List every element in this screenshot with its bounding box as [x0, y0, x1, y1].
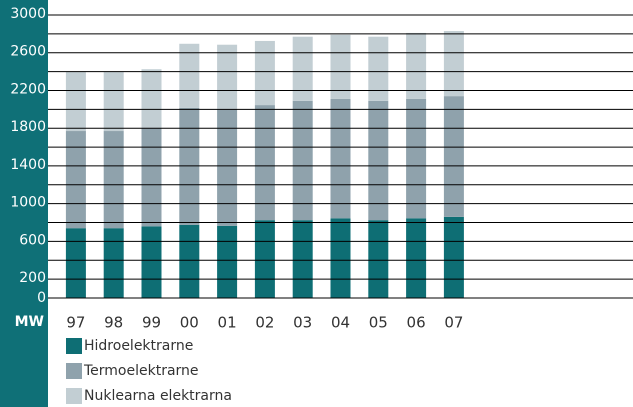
x-tick-label: 99 — [142, 314, 161, 332]
legend-swatch — [66, 338, 82, 354]
y-tick-label: 2200 — [10, 81, 46, 97]
y-tick-label: 3000 — [10, 6, 46, 22]
bar-segment — [179, 224, 200, 298]
bar-segment — [330, 98, 351, 219]
bar-segment — [292, 220, 313, 298]
bar-segment — [443, 216, 464, 298]
y-axis-label: MW — [15, 314, 44, 330]
legend-label: Hidroelektrarne — [84, 338, 193, 354]
bar-segment — [406, 98, 427, 219]
bar-segment — [254, 220, 275, 298]
bar-segment — [443, 96, 464, 217]
bar-segment — [330, 218, 351, 298]
bar-segment — [368, 100, 389, 221]
bar-segment — [103, 72, 124, 132]
legend-swatch — [66, 363, 82, 379]
y-tick-label: 0 — [37, 290, 46, 306]
y-tick-label: 1000 — [10, 195, 46, 211]
bar-segment — [368, 36, 389, 101]
y-tick-label: 2600 — [10, 44, 46, 60]
bar-segment — [179, 43, 200, 108]
bar-segment — [217, 225, 238, 298]
bar-segment — [292, 36, 313, 101]
y-tick-label: 1400 — [10, 157, 46, 173]
x-tick-label: 01 — [218, 314, 237, 332]
bar-segment — [65, 72, 86, 132]
y-tick-label: 1800 — [10, 119, 46, 135]
x-tick-label: 98 — [104, 314, 123, 332]
bar-segment — [330, 34, 351, 99]
y-tick-label: 200 — [19, 270, 46, 286]
bar-segment — [141, 226, 162, 298]
x-tick-label: 05 — [369, 314, 388, 332]
x-tick-label: 07 — [444, 314, 463, 332]
legend-swatch — [66, 388, 82, 404]
sidebar — [0, 0, 48, 407]
y-tick-label: 600 — [19, 232, 46, 248]
bar-segment — [406, 32, 427, 99]
bar-segment — [141, 128, 162, 227]
bar-segment — [65, 131, 86, 229]
bar-segment — [141, 69, 162, 129]
bar-segment — [254, 40, 275, 106]
bar-segment — [368, 220, 389, 298]
x-tick-label: 02 — [255, 314, 274, 332]
x-tick-label: 04 — [331, 314, 350, 332]
bar-segment — [103, 131, 124, 229]
x-tick-label: 00 — [180, 314, 199, 332]
legend-label: Nuklearna elektrarna — [84, 388, 232, 404]
x-tick-label: 03 — [293, 314, 312, 332]
bar-segment — [65, 228, 86, 298]
bar-segment — [103, 228, 124, 298]
bar-segment — [217, 44, 238, 109]
x-tick-label: 06 — [407, 314, 426, 332]
legend-label: Termoelektrarne — [83, 363, 199, 379]
bar-segment — [406, 218, 427, 298]
bar-segment — [254, 105, 275, 221]
x-tick-label: 97 — [66, 314, 85, 332]
bar-segment — [217, 108, 238, 226]
bar-segment — [443, 31, 464, 97]
bar-segment — [292, 100, 313, 221]
